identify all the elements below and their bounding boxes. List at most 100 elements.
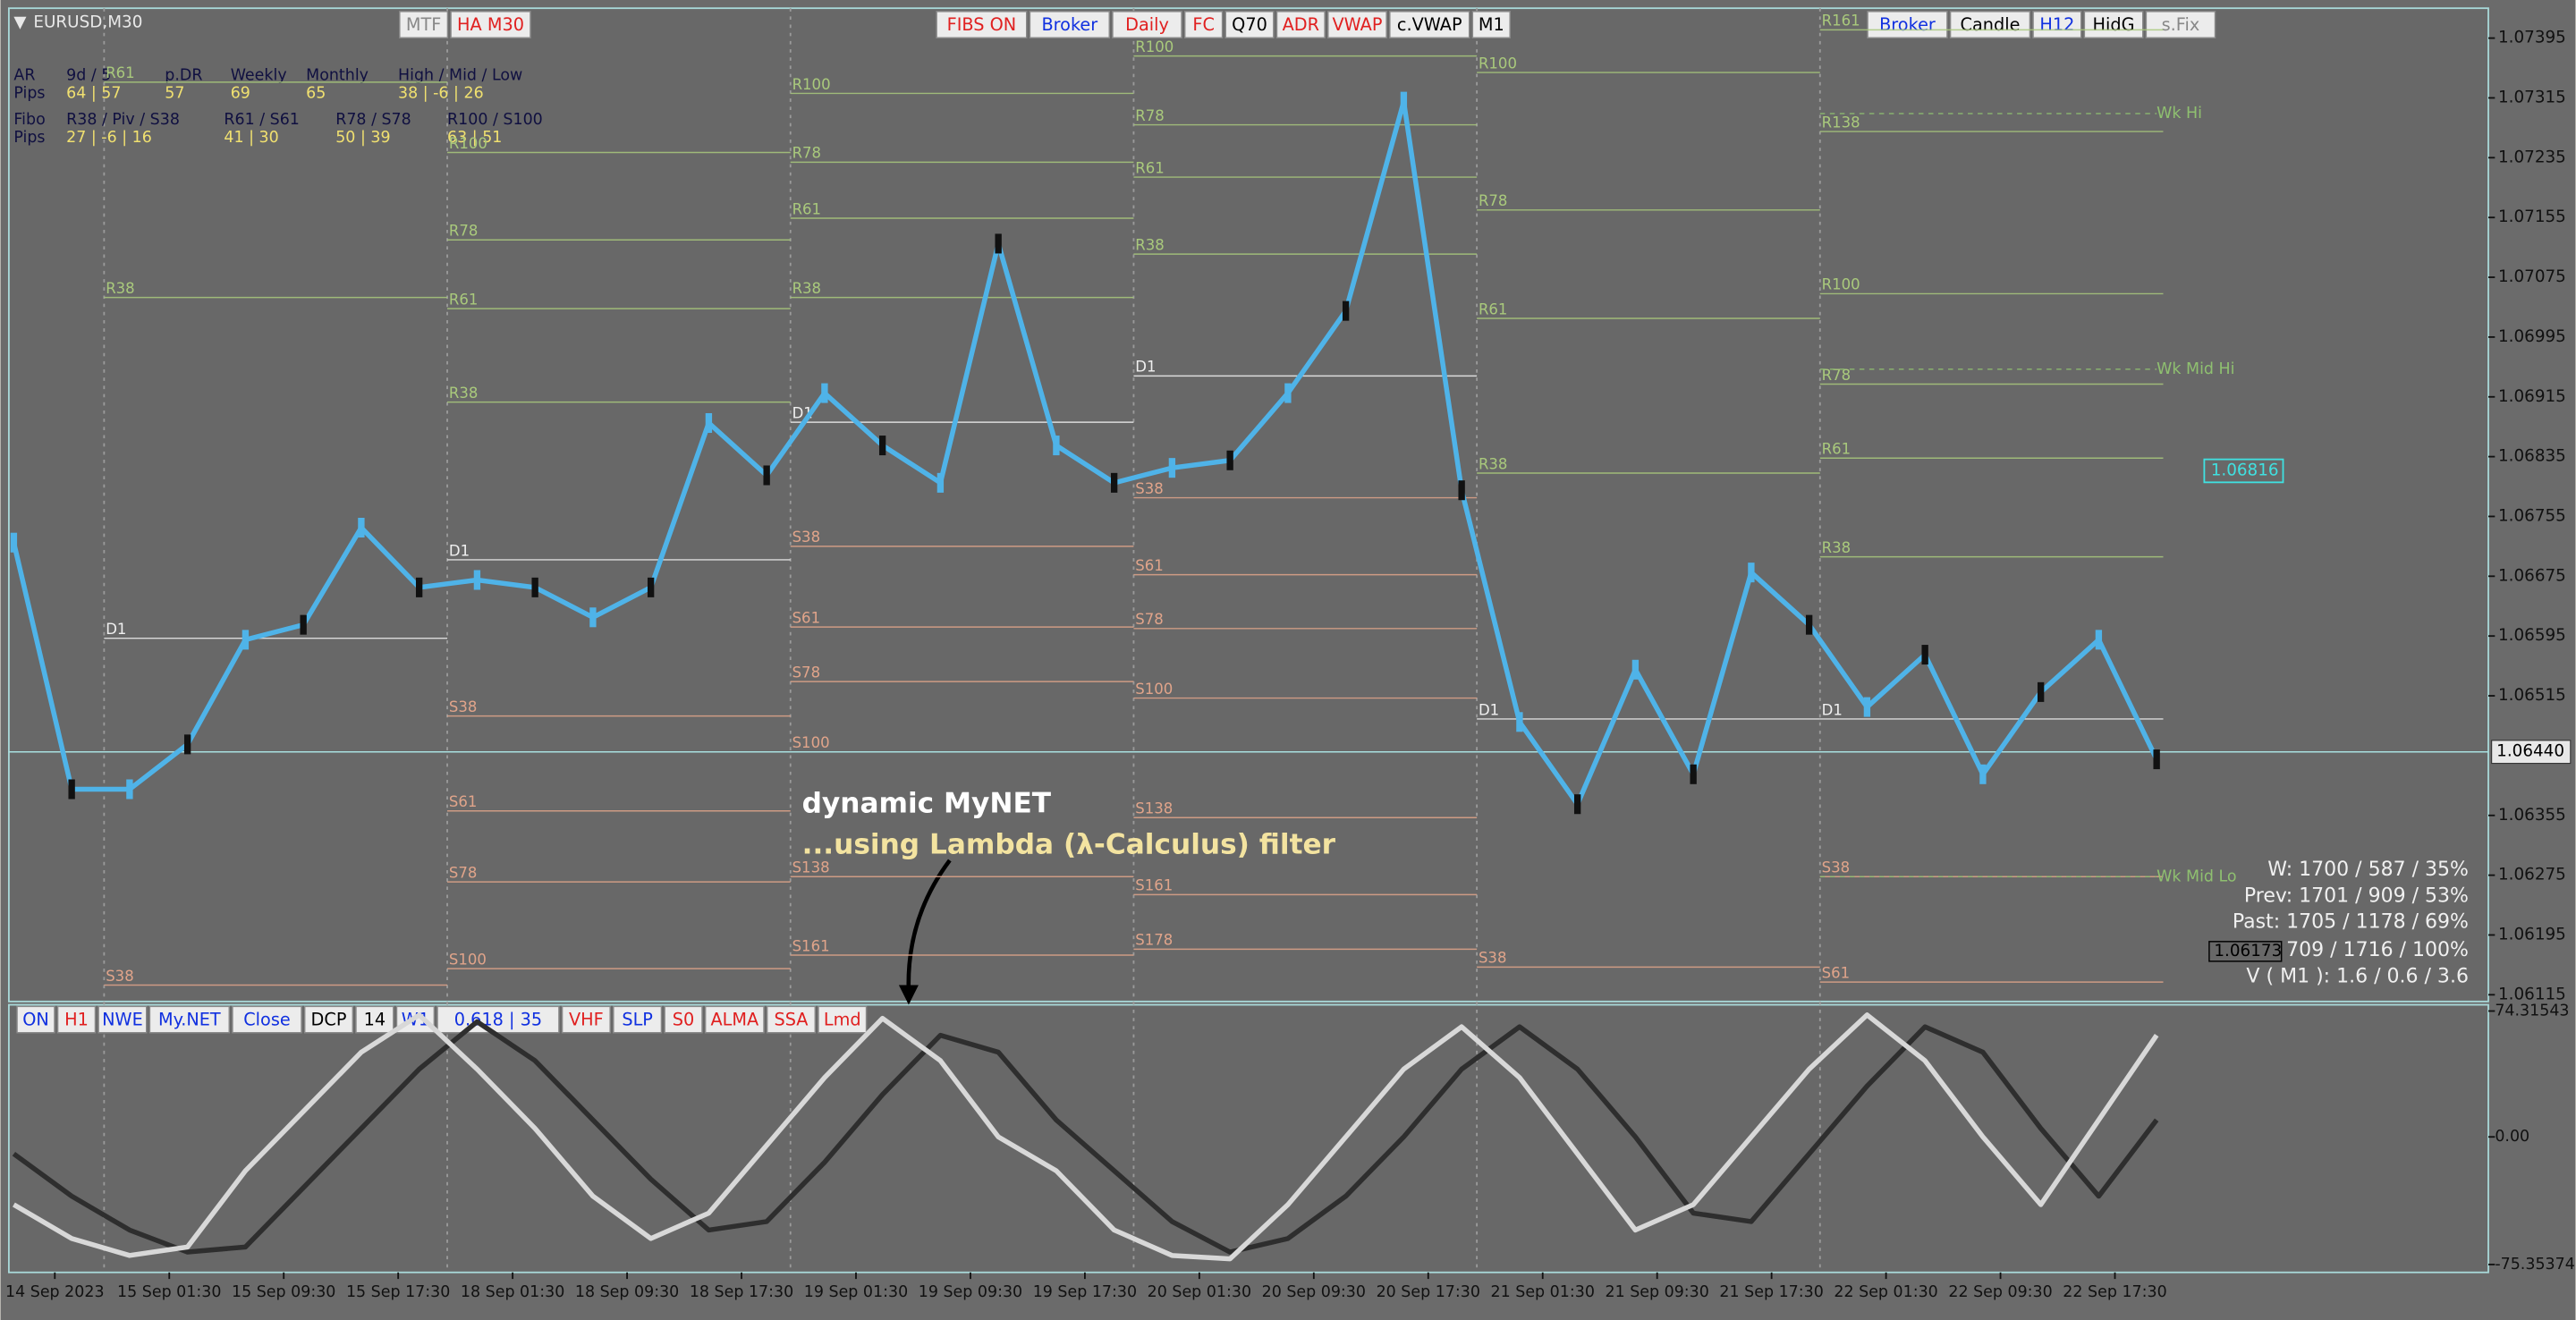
button[interactable] xyxy=(1029,11,1110,38)
candle xyxy=(1400,91,1408,112)
candle xyxy=(705,412,713,434)
pivot-label: S61 xyxy=(449,793,477,810)
candle xyxy=(183,734,191,755)
annotation-arrow xyxy=(906,859,952,992)
osc-tick-label: 74.31543 xyxy=(2495,1003,2569,1020)
button[interactable] xyxy=(1471,11,1511,38)
button-label[interactable]: My.NET xyxy=(158,1009,221,1029)
time-label: 15 Sep 01:30 xyxy=(117,1283,221,1301)
info-cell: R78 / S78 xyxy=(335,111,411,129)
button[interactable] xyxy=(2083,11,2144,38)
pivot-label: R100 xyxy=(1479,55,1517,72)
info-cell: 64 | 57 xyxy=(66,85,121,103)
pivot-label: R100 xyxy=(1822,276,1860,293)
button[interactable] xyxy=(232,1005,302,1034)
button[interactable] xyxy=(1224,11,1275,38)
button[interactable] xyxy=(1112,11,1182,38)
button[interactable] xyxy=(766,1005,817,1034)
button-label[interactable]: FIBS ON xyxy=(947,14,1017,35)
pivot-label: S61 xyxy=(1135,557,1163,574)
button[interactable] xyxy=(561,1005,611,1034)
button[interactable] xyxy=(613,1005,663,1034)
button-label[interactable]: M1 xyxy=(1479,14,1504,35)
pivot-label: S138 xyxy=(1135,800,1173,817)
y-tick-label: 1.06595 xyxy=(2498,626,2566,645)
button-label[interactable]: SLP xyxy=(622,1009,653,1029)
pivot-label: S38 xyxy=(449,698,477,715)
candle xyxy=(878,436,886,456)
button-label[interactable]: MTF xyxy=(406,14,441,35)
info-cell: AR xyxy=(13,66,35,84)
button-label[interactable]: FC xyxy=(1192,14,1215,35)
button[interactable] xyxy=(355,1005,394,1034)
button[interactable] xyxy=(56,1005,97,1034)
oscillator-panel xyxy=(7,1003,2489,1273)
button[interactable] xyxy=(16,1005,55,1034)
button-label[interactable]: Broker xyxy=(1041,14,1097,35)
button-label[interactable]: H12 xyxy=(2039,14,2074,35)
button-label[interactable]: Broker xyxy=(1879,14,1936,35)
pivot-label: S161 xyxy=(1135,877,1173,894)
button[interactable] xyxy=(664,1005,703,1034)
button-label[interactable]: ON xyxy=(22,1009,49,1029)
pivot-label: D1 xyxy=(1135,359,1156,376)
time-label: 20 Sep 01:30 xyxy=(1148,1283,1251,1301)
button[interactable] xyxy=(1949,11,2031,38)
candle xyxy=(68,779,75,800)
button-label[interactable]: SSA xyxy=(774,1009,809,1029)
button[interactable] xyxy=(97,1005,148,1034)
osc-line xyxy=(12,1019,2159,1255)
candle xyxy=(10,532,18,553)
annotation-title: dynamic MyNET xyxy=(802,788,1052,820)
button[interactable] xyxy=(2145,11,2216,38)
button[interactable] xyxy=(1327,11,1387,38)
y-tick-label: 1.06515 xyxy=(2498,686,2566,705)
button[interactable] xyxy=(303,1005,354,1034)
button-label[interactable]: Candle xyxy=(1961,14,2021,35)
button-label[interactable]: HidG xyxy=(2093,14,2135,35)
button[interactable] xyxy=(1867,11,1948,38)
candle xyxy=(300,614,307,635)
button[interactable] xyxy=(818,1005,868,1034)
button[interactable] xyxy=(1389,11,1470,38)
button-label[interactable]: 14 xyxy=(364,1009,386,1029)
button-label[interactable]: HA M30 xyxy=(457,14,524,35)
button-label[interactable]: c.VWAP xyxy=(1397,14,1462,35)
stats-line: W: 1700 / 587 / 35% xyxy=(2267,859,2469,881)
candle xyxy=(1516,712,1523,732)
button-label[interactable]: Lmd xyxy=(824,1009,861,1029)
y-tick-label: 1.07235 xyxy=(2498,148,2566,166)
button-label[interactable]: S0 xyxy=(673,1009,695,1029)
button[interactable] xyxy=(450,11,531,38)
info-cell: Pips xyxy=(13,85,45,103)
button-label[interactable]: NWE xyxy=(102,1009,143,1029)
button-label[interactable]: Q70 xyxy=(1232,14,1267,35)
button-label[interactable]: ALMA xyxy=(710,1009,759,1029)
pivot-label: S78 xyxy=(449,864,477,881)
pivot-label: R61 xyxy=(106,64,135,81)
button-label[interactable]: DCP xyxy=(311,1009,347,1029)
button-label[interactable]: s.Fix xyxy=(2162,14,2200,35)
candle xyxy=(1979,764,1987,784)
button-label[interactable]: ADR xyxy=(1283,14,1319,35)
button-label[interactable]: Close xyxy=(243,1009,290,1029)
button-label[interactable]: VWAP xyxy=(1332,14,1382,35)
button[interactable] xyxy=(1275,11,1326,38)
time-label: 22 Sep 01:30 xyxy=(1834,1283,1937,1301)
button[interactable] xyxy=(2032,11,2082,38)
button[interactable] xyxy=(704,1005,765,1034)
button[interactable] xyxy=(1183,11,1224,38)
pivot-label: S38 xyxy=(106,968,134,985)
button[interactable] xyxy=(436,1005,560,1034)
button-label[interactable]: VHF xyxy=(569,1009,604,1029)
button-label[interactable]: Daily xyxy=(1125,14,1169,35)
hist-box xyxy=(2208,941,2283,962)
button-label[interactable]: H1 xyxy=(64,1009,89,1029)
pivot-label: S100 xyxy=(449,951,487,968)
button[interactable] xyxy=(148,1005,230,1034)
button[interactable] xyxy=(936,11,1028,38)
candle xyxy=(1226,450,1233,470)
button[interactable] xyxy=(399,11,449,38)
info-cell: 27 | -6 | 16 xyxy=(66,129,152,147)
